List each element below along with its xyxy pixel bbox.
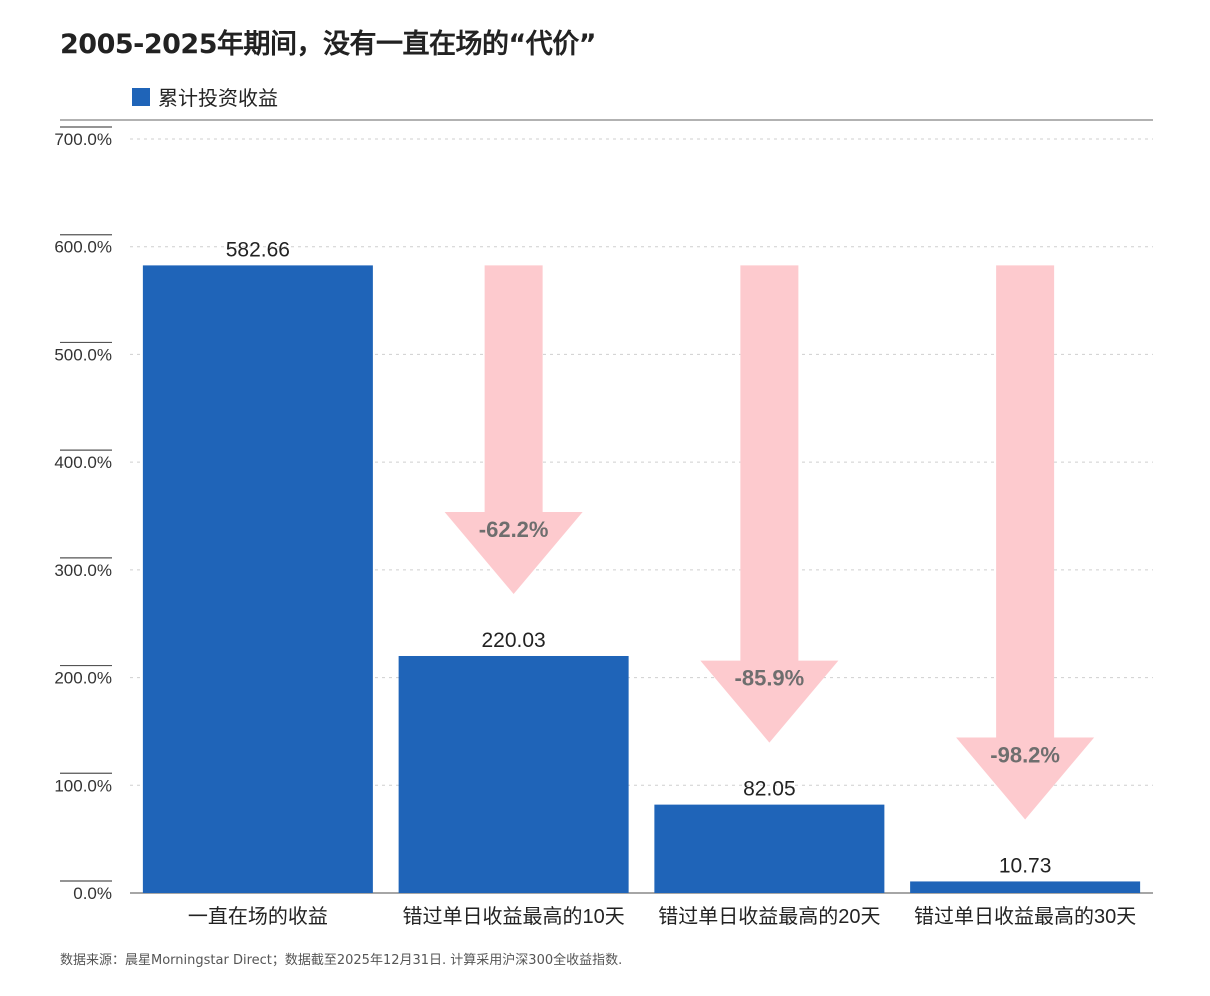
y-tick-label: 100.0% [54,776,112,795]
y-tick-label: 600.0% [54,238,112,257]
y-tick-label: 500.0% [54,345,112,364]
decline-arrow [700,265,839,743]
legend-label: 累计投资收益 [158,86,278,110]
y-tick-label: 700.0% [54,130,112,149]
bar [142,265,373,893]
bar [654,804,885,893]
x-category-label: 错过单日收益最高的20天 [658,905,880,928]
bar-value-label: 10.73 [999,854,1052,877]
decline-arrow [444,265,583,594]
legend-swatch [132,87,150,106]
source-footnote: 数据来源：晨星Morningstar Direct；数据截至2025年12月31… [60,953,623,968]
y-tick-label: 300.0% [54,561,112,580]
y-tick-label: 0.0% [73,884,112,903]
y-tick-label: 200.0% [54,669,112,688]
decline-label: -85.9% [735,666,805,691]
decline-arrow [956,265,1095,820]
bar [910,881,1141,893]
x-category-label: 错过单日收益最高的10天 [403,905,625,928]
x-category-label: 一直在场的收益 [188,905,328,928]
legend: 累计投资收益 [132,82,278,111]
bar [398,655,629,893]
chart-title: 2005-2025年期间，没有一直在场的“代价” [60,29,597,60]
bar-value-label: 582.66 [226,238,290,261]
decline-label: -98.2% [990,742,1060,767]
y-tick-label: 400.0% [54,453,112,472]
bar-value-label: 220.03 [482,629,546,652]
x-category-label: 错过单日收益最高的30天 [914,905,1136,928]
decline-label: -62.2% [479,517,549,542]
bar-value-label: 82.05 [743,778,796,801]
